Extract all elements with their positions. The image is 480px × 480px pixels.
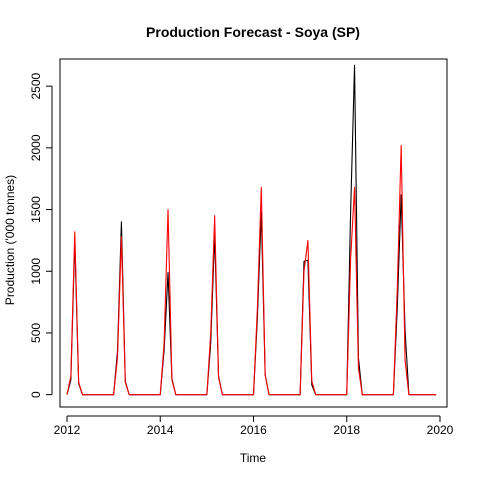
plot-frame xyxy=(59,58,448,408)
y-tick-label-1500: 1500 xyxy=(29,196,43,223)
x-tick-label-2016: 2016 xyxy=(240,423,267,437)
plot-area: 2012 2014 2016 2018 2020 0 500 1000 1500 2000 2500 xyxy=(29,64,454,437)
y-tick-label-500: 500 xyxy=(29,323,43,343)
y-axis-label: Production ('000 tonnes) xyxy=(3,175,17,305)
x-tick-label-2012: 2012 xyxy=(54,423,81,437)
x-axis-label: Time xyxy=(240,451,267,465)
y-tick-label-0: 0 xyxy=(29,391,43,398)
series-line-forecast xyxy=(66,144,437,396)
chart-title: Production Forecast - Soya (SP) xyxy=(146,24,360,40)
x-tick-label-2020: 2020 xyxy=(427,423,454,437)
y-tick-label-1000: 1000 xyxy=(29,258,43,285)
x-tick-label-2014: 2014 xyxy=(147,423,174,437)
x-tick-label-2018: 2018 xyxy=(333,423,360,437)
y-tick-label-2500: 2500 xyxy=(29,72,43,99)
y-tick-label-2000: 2000 xyxy=(29,134,43,161)
